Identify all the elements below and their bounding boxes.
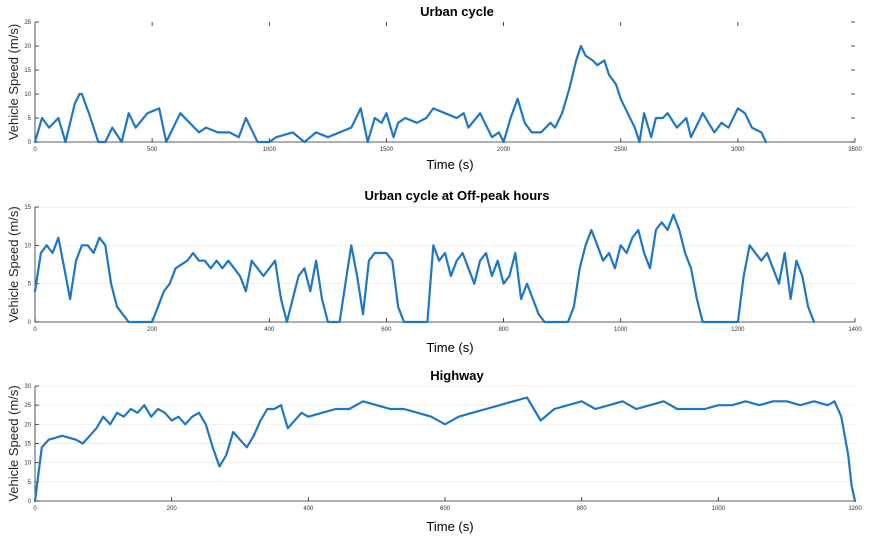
x-tick-label: 2000 <box>497 147 511 153</box>
x-tick-label: 800 <box>577 506 588 512</box>
x-tick-label: 1000 <box>614 327 628 333</box>
x-axis-label: Time (s) <box>426 519 473 534</box>
y-tick-label: 0 <box>28 140 32 146</box>
x-tick-label: 1400 <box>848 327 862 333</box>
x-tick-label: 400 <box>264 327 275 333</box>
chart-panel-3: 0 200 400 600 800 1000 1200 0 5 10 15 20 25 30 Highway… <box>6 368 862 534</box>
x-tick-label: 1200 <box>848 506 862 512</box>
y-tick-label: 25 <box>24 403 31 409</box>
x-tick-label: 0 <box>33 327 37 333</box>
chart-title: Highway <box>430 368 484 383</box>
x-tick-label: 200 <box>167 506 178 512</box>
chart-panel-1: 0 500 1000 1500 2000 2500 3000 3500 0 5 10 15 20 25 Ur… <box>6 4 862 172</box>
y-tick-label: 15 <box>24 205 31 211</box>
y-tick-label: 5 <box>28 480 32 486</box>
x-tick-label: 800 <box>499 327 510 333</box>
x-tick-label: 600 <box>381 327 392 333</box>
x-tick-label: 1000 <box>712 506 726 512</box>
chart-panel-2: 0 200 400 600 800 1000 1200 1400 0 5 10 15 Urban cyc… <box>6 188 862 355</box>
chart-title: Urban cycle <box>420 4 494 19</box>
x-tick-label: 0 <box>33 506 37 512</box>
x-tick-label: 1500 <box>380 147 394 153</box>
y-axis-label: Vehicle Speed (m/s) <box>6 206 21 322</box>
y-tick-label: 5 <box>28 116 32 122</box>
y-tick-label: 30 <box>24 384 31 390</box>
y-axis-label: Vehicle Speed (m/s) <box>6 24 21 140</box>
x-tick-label: 600 <box>440 506 451 512</box>
x-axis-label: Time (s) <box>426 340 473 355</box>
y-tick-label: 25 <box>24 20 31 26</box>
x-tick-label: 400 <box>303 506 314 512</box>
y-tick-label: 10 <box>24 92 31 98</box>
x-tick-label: 1200 <box>731 327 745 333</box>
x-axis-label: Time (s) <box>426 157 473 172</box>
x-tick-label: 200 <box>147 327 158 333</box>
speed-series-line <box>33 213 816 324</box>
x-tick-label: 500 <box>147 147 158 153</box>
x-tick-label: 1000 <box>263 147 277 153</box>
y-tick-label: 20 <box>24 422 31 428</box>
x-tick-label: 3500 <box>848 147 862 153</box>
x-tick-label: 3000 <box>731 147 745 153</box>
y-tick-label: 5 <box>28 282 32 288</box>
y-tick-label: 15 <box>24 68 31 74</box>
y-tick-label: 20 <box>24 44 31 50</box>
y-tick-label: 10 <box>24 243 31 249</box>
x-tick-label: 2500 <box>614 147 628 153</box>
y-axis-label: Vehicle Speed (m/s) <box>6 385 21 501</box>
y-tick-label: 15 <box>24 442 31 448</box>
speed-series-line <box>33 44 768 144</box>
chart-title: Urban cycle at Off-peak hours <box>365 188 550 203</box>
y-tick-label: 0 <box>28 499 32 505</box>
y-tick-label: 0 <box>28 320 32 326</box>
x-tick-label: 0 <box>33 147 37 153</box>
speed-series-line <box>33 396 857 503</box>
y-tick-label: 10 <box>24 461 31 467</box>
